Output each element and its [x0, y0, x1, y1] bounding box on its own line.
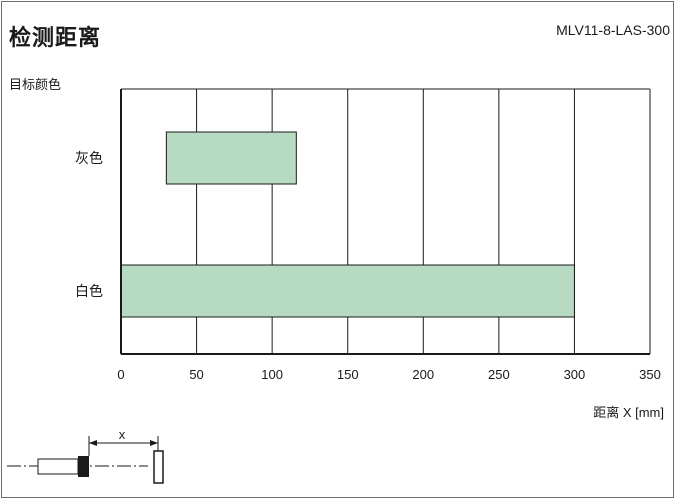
bars: [120, 131, 575, 318]
category-label: 灰色: [75, 150, 103, 166]
category-label: 白色: [75, 283, 103, 299]
distance-label: x: [119, 427, 126, 442]
sensor-body: [37, 458, 79, 475]
sensor-lens: [78, 456, 89, 477]
x-tick-labels: 0 50 100 150 200 250 300 350: [117, 367, 660, 382]
x-tick-label: 150: [337, 367, 359, 382]
dimension-arrow-left: [89, 440, 97, 446]
target-object: [153, 450, 164, 484]
x-axis-label: 距离 X [mm]: [593, 405, 664, 420]
axes: [120, 89, 650, 355]
sensor-diagram: x: [7, 427, 164, 484]
y-axis-label: 目标颜色: [9, 77, 62, 92]
x-tick-label: 50: [189, 367, 203, 382]
model-label: MLV11-8-LAS-300: [556, 22, 670, 38]
x-tick-label: 350: [639, 367, 661, 382]
x-tick-label: 250: [488, 367, 510, 382]
dimension-arrow-right: [150, 440, 158, 446]
x-tick-label: 300: [564, 367, 586, 382]
bar-1: [120, 264, 575, 318]
x-tick-label: 0: [117, 367, 124, 382]
x-tick-label: 200: [412, 367, 434, 382]
bar-0: [165, 131, 297, 185]
page-title: 检测距离: [9, 25, 102, 51]
x-tick-label: 100: [261, 367, 283, 382]
